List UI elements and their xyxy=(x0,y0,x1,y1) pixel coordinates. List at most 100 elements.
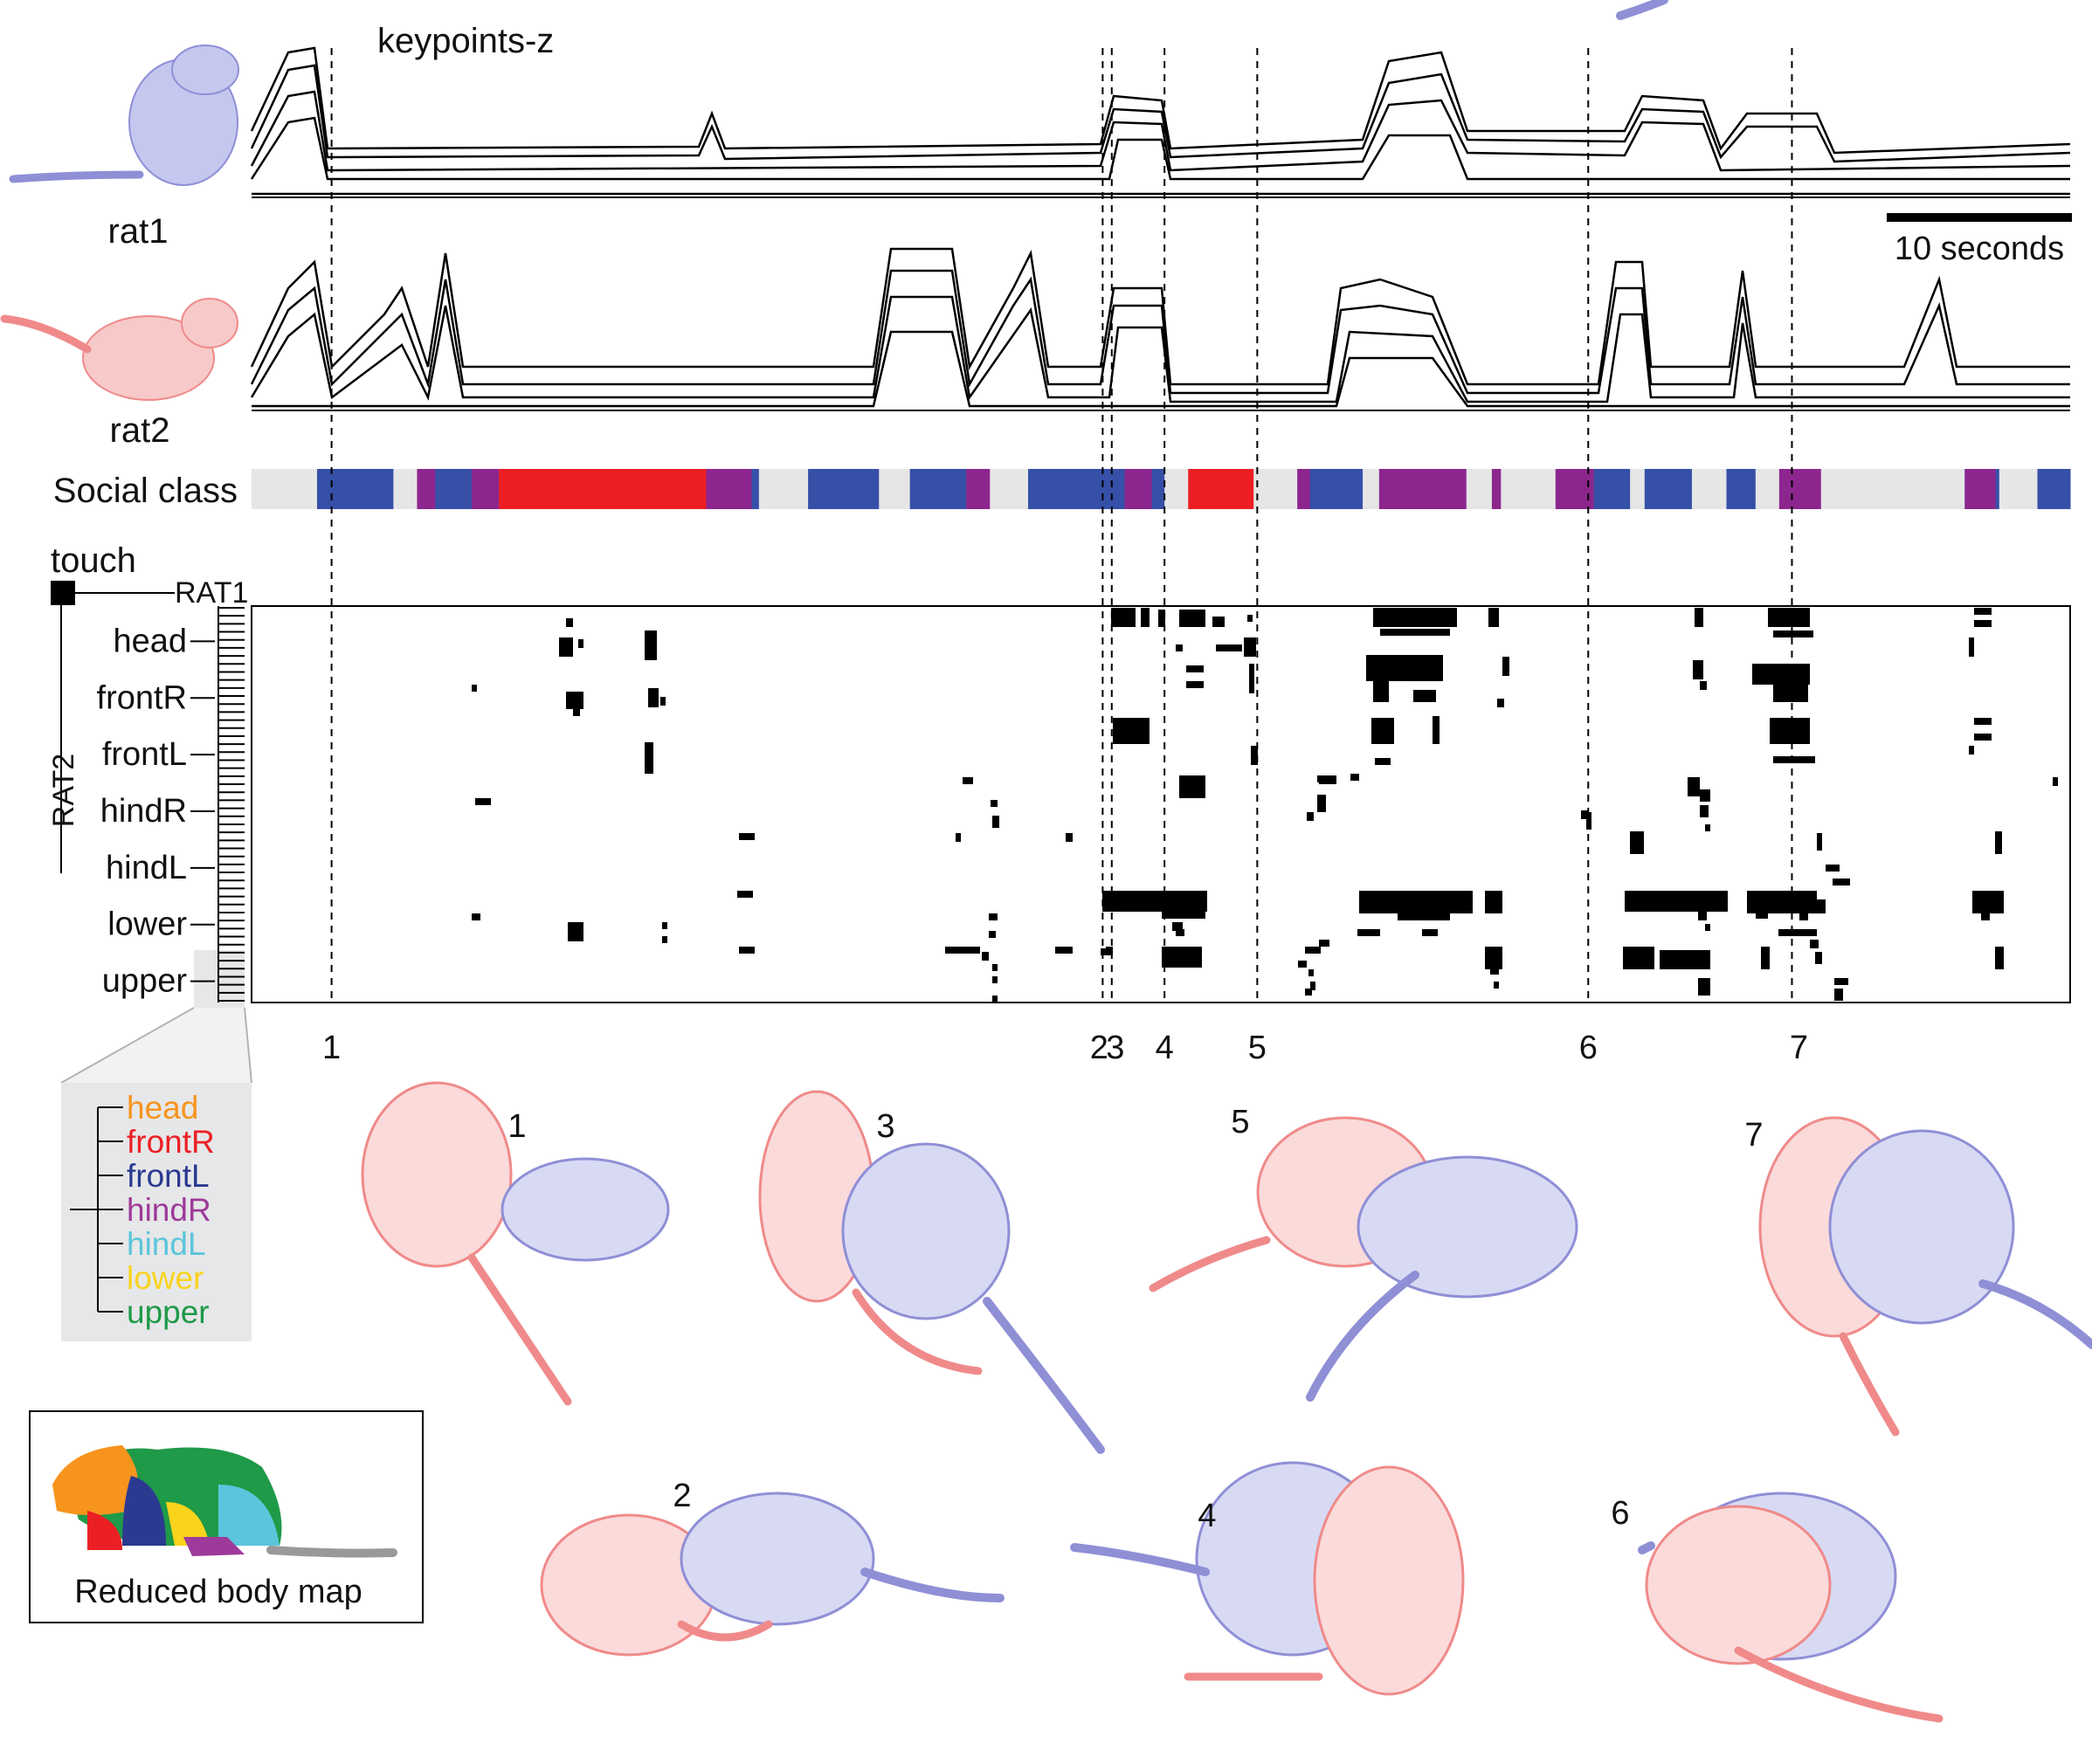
body-map-label: Reduced body map xyxy=(74,1574,362,1610)
svg-text:3: 3 xyxy=(876,1108,894,1145)
social-class-segment-26 xyxy=(1491,469,1502,509)
snapshot-7: 7 xyxy=(1744,1116,2092,1437)
svg-text:1: 1 xyxy=(507,1108,526,1145)
social-class-label: Social class xyxy=(53,472,238,510)
snapshot-3: 3 xyxy=(758,1090,1105,1454)
legend-item-hindL: hindL xyxy=(127,1226,206,1262)
social-class-segment-21 xyxy=(1297,469,1311,509)
social-class-segment-29 xyxy=(1593,469,1631,509)
legend-zoom-line-right xyxy=(244,1007,252,1084)
legend-zoom-line-left xyxy=(60,1007,195,1084)
social-class-segment-24 xyxy=(1378,469,1467,509)
svg-text:2: 2 xyxy=(673,1478,691,1514)
social-class-segment-20 xyxy=(1253,469,1298,509)
legend-item-frontR: frontR xyxy=(127,1124,215,1160)
legend-item-hindR: hindR xyxy=(127,1192,211,1228)
scale-bar-label: 10 seconds xyxy=(1895,231,2064,267)
touch-row-label-upper: upper xyxy=(102,963,188,1000)
rat1-label: rat1 xyxy=(108,212,169,251)
event-label-1: 1 xyxy=(322,1030,341,1066)
social-class-segment-15 xyxy=(1028,469,1125,509)
partial-rat-tail-top xyxy=(1616,0,1668,20)
social-class-segment-39 xyxy=(1999,469,2039,509)
social-class-segment-17 xyxy=(1151,469,1165,509)
touch-row-labels: head frontR frontL hindR hindL lower upper xyxy=(97,623,215,1000)
event-label-3: 3 xyxy=(1106,1030,1124,1066)
event-label-6: 6 xyxy=(1579,1030,1598,1066)
svg-text:6: 6 xyxy=(1611,1495,1629,1532)
social-class-segment-8 xyxy=(751,469,760,509)
event-label-7: 7 xyxy=(1790,1030,1808,1066)
svg-text:7: 7 xyxy=(1744,1117,1763,1154)
social-class-segment-4 xyxy=(435,469,473,509)
rat1-icon xyxy=(9,45,239,186)
social-class-segment-10 xyxy=(808,469,880,509)
rat1-axis-label: RAT1 xyxy=(175,576,248,610)
social-class-bar xyxy=(252,469,2071,509)
snapshot-2: 2 xyxy=(540,1478,1005,1657)
social-class-segment-33 xyxy=(1726,469,1757,509)
rat2-axis-label: RAT2 xyxy=(47,754,80,827)
social-class-segment-12 xyxy=(909,469,967,509)
touch-marker xyxy=(51,581,75,605)
event-label-2: 2 xyxy=(1090,1030,1108,1066)
social-class-segment-14 xyxy=(990,469,1029,509)
touch-row-ticks xyxy=(217,606,245,1003)
touch-row-label-hindR: hindR xyxy=(100,793,187,830)
touch-row-label-frontR: frontR xyxy=(97,679,187,716)
social-class-segment-13 xyxy=(966,469,991,509)
social-class-segment-1 xyxy=(316,469,394,509)
snapshot-4: 4 xyxy=(1070,1461,1465,1696)
svg-text:4: 4 xyxy=(1198,1498,1216,1534)
snapshot-1: 1 xyxy=(361,1081,670,1406)
svg-text:5: 5 xyxy=(1231,1104,1249,1140)
social-class-segment-25 xyxy=(1466,469,1493,509)
social-class-segment-27 xyxy=(1501,469,1557,509)
touch-row-label-hindL: hindL xyxy=(106,850,187,886)
social-class-segment-31 xyxy=(1644,469,1693,509)
social-class-segment-2 xyxy=(393,469,418,509)
legend-panel xyxy=(61,1083,252,1341)
social-class-segment-7 xyxy=(706,469,753,509)
touch-raster-events xyxy=(472,608,2058,1003)
social-class-segment-30 xyxy=(1630,469,1646,509)
social-class-segment-5 xyxy=(471,469,500,509)
legend-item-lower: lower xyxy=(127,1260,204,1296)
legend-item-head: head xyxy=(127,1090,198,1126)
legend-item-frontL: frontL xyxy=(127,1158,210,1194)
social-class-segment-34 xyxy=(1755,469,1780,509)
social-class-segment-35 xyxy=(1778,469,1822,509)
rat2-icon xyxy=(0,298,238,401)
event-markers: 1 23 4 5 6 7 xyxy=(322,48,1808,1066)
touch-row-label-lower: lower xyxy=(107,906,187,943)
social-class-segment-37 xyxy=(1964,469,1997,509)
social-class-segment-28 xyxy=(1555,469,1595,509)
snapshot-5: 5 xyxy=(1149,1104,1578,1402)
social-class-segment-0 xyxy=(252,469,318,509)
touch-row-label-frontL: frontL xyxy=(102,736,187,773)
social-class-segment-6 xyxy=(499,469,707,509)
social-class-segment-32 xyxy=(1691,469,1728,509)
figure-title: keypoints-z xyxy=(377,22,554,60)
event-label-4: 4 xyxy=(1156,1030,1174,1066)
social-class-segment-11 xyxy=(879,469,911,509)
social-class-segment-38 xyxy=(1995,469,2000,509)
social-class-segment-3 xyxy=(417,469,436,509)
body-map-rat-icon xyxy=(52,1445,397,1558)
social-class-segment-16 xyxy=(1124,469,1153,509)
rat2-label: rat2 xyxy=(110,411,170,450)
social-class-segment-19 xyxy=(1188,469,1254,509)
event-label-5: 5 xyxy=(1248,1030,1267,1066)
social-class-segment-18 xyxy=(1164,469,1189,509)
touch-label: touch xyxy=(51,541,136,580)
snapshot-6: 6 xyxy=(1611,1492,1944,1723)
legend-item-upper: upper xyxy=(127,1294,210,1330)
social-class-segment-9 xyxy=(758,469,809,509)
touch-raster-frame xyxy=(251,605,2071,1003)
rat1-keypoint-traces xyxy=(250,46,2071,198)
social-class-segment-23 xyxy=(1363,469,1380,509)
social-class-segment-40 xyxy=(2037,469,2071,509)
social-class-segment-36 xyxy=(1820,469,1965,509)
rat2-keypoint-traces xyxy=(250,247,2070,411)
